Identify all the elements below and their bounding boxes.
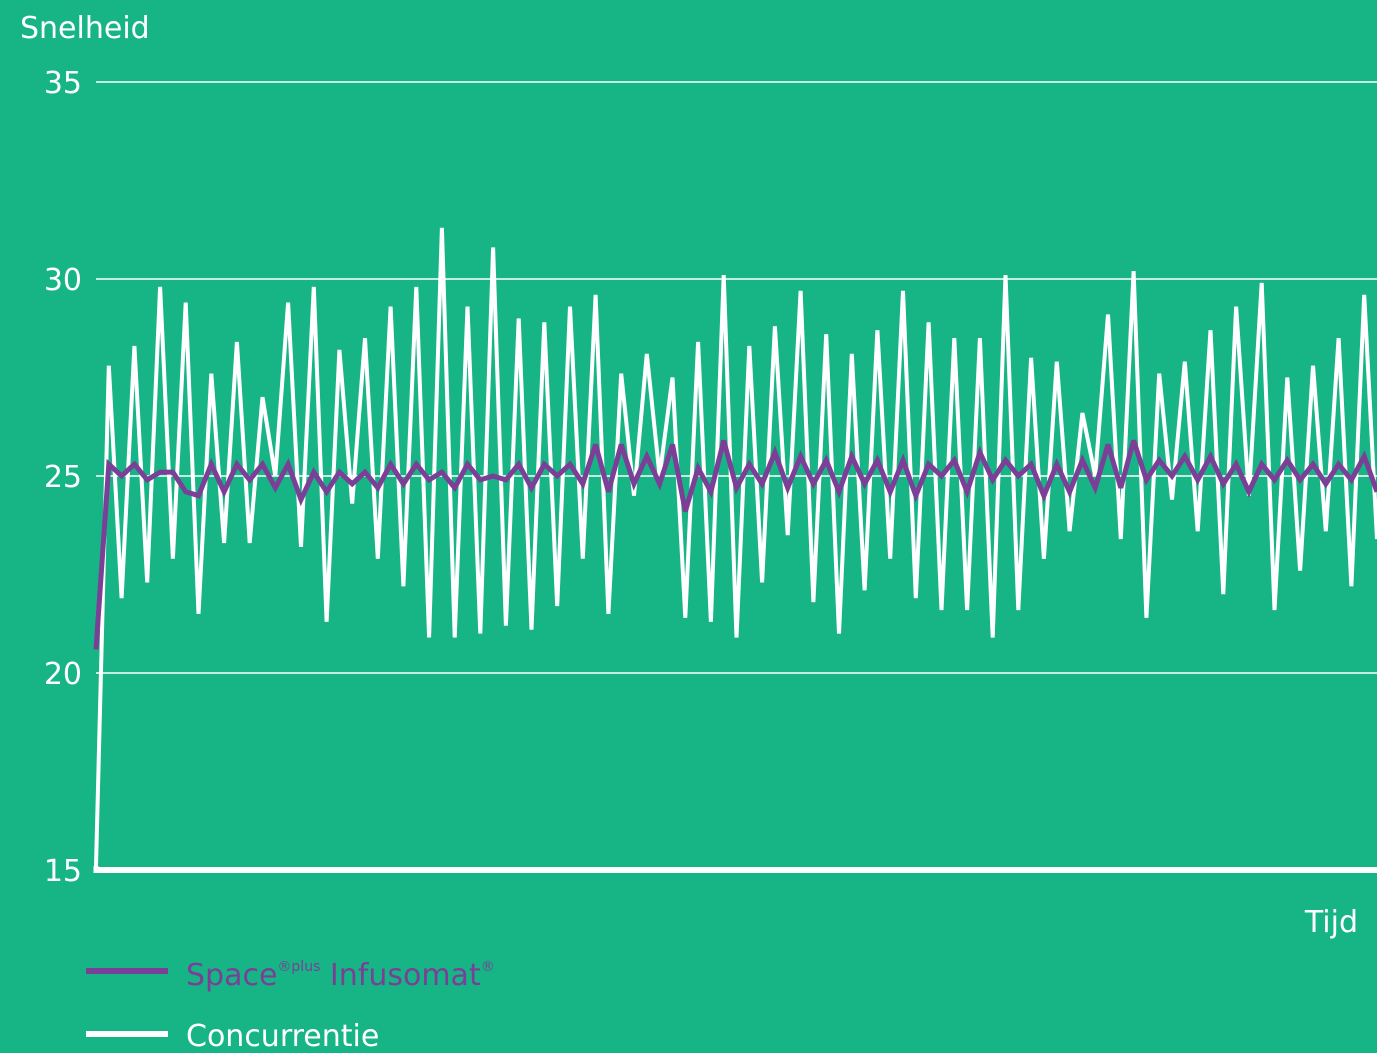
legend-label-concurrentie: Concurrentie <box>186 1019 379 1053</box>
series-layer <box>93 227 1377 867</box>
series-line-space <box>93 439 1377 650</box>
legend-item-concurrentie[interactable]: Concurrentie <box>86 1019 379 1053</box>
y-tick-label-30: 30 <box>44 263 82 298</box>
legend-item-space[interactable]: Space®plus Infusomat® <box>86 958 495 993</box>
y-tick-labels: 15 20 25 30 35 <box>44 66 82 889</box>
series-line-concurrentie <box>94 227 1377 867</box>
y-tick-label-15: 15 <box>44 854 82 889</box>
legend-label-space: Space®plus Infusomat® <box>186 958 495 993</box>
y-axis-label: Snelheid <box>20 11 150 46</box>
x-axis-label: Tijd <box>1304 905 1358 940</box>
axes <box>93 866 1377 873</box>
y-tick-label-25: 25 <box>44 460 82 495</box>
legend: Space®plus Infusomat® Concurrentie <box>86 958 495 1053</box>
y-tick-label-35: 35 <box>44 66 82 101</box>
y-tick-label-20: 20 <box>44 657 82 692</box>
